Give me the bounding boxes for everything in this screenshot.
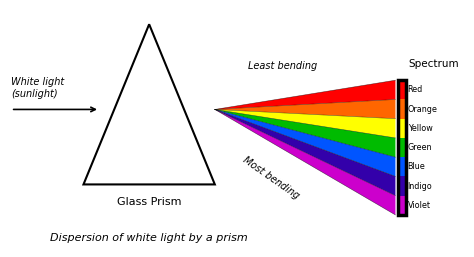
Bar — [398, 99, 406, 119]
Text: Red: Red — [408, 85, 423, 94]
Bar — [398, 80, 406, 99]
Text: Blue: Blue — [408, 162, 425, 171]
Polygon shape — [215, 109, 395, 215]
Text: Indigo: Indigo — [408, 181, 432, 190]
Bar — [398, 138, 406, 157]
Text: Violet: Violet — [408, 201, 430, 210]
Text: Orange: Orange — [408, 105, 438, 114]
Polygon shape — [215, 80, 395, 109]
Text: Green: Green — [408, 143, 432, 152]
Text: Dispersion of white light by a prism: Dispersion of white light by a prism — [50, 233, 248, 243]
Text: Least bending: Least bending — [248, 61, 318, 71]
Text: Spectrum: Spectrum — [409, 59, 459, 69]
Text: Most bending: Most bending — [241, 155, 301, 201]
Text: Glass Prism: Glass Prism — [117, 197, 182, 207]
Bar — [398, 196, 406, 215]
Polygon shape — [215, 109, 395, 138]
Polygon shape — [215, 99, 395, 119]
Polygon shape — [215, 109, 395, 157]
Bar — [398, 177, 406, 196]
Text: White light
(sunlight): White light (sunlight) — [11, 77, 64, 99]
Polygon shape — [215, 109, 395, 177]
Text: Yellow: Yellow — [408, 124, 432, 133]
Polygon shape — [215, 109, 395, 196]
Bar — [398, 157, 406, 177]
Bar — [398, 80, 406, 215]
Bar — [398, 119, 406, 138]
